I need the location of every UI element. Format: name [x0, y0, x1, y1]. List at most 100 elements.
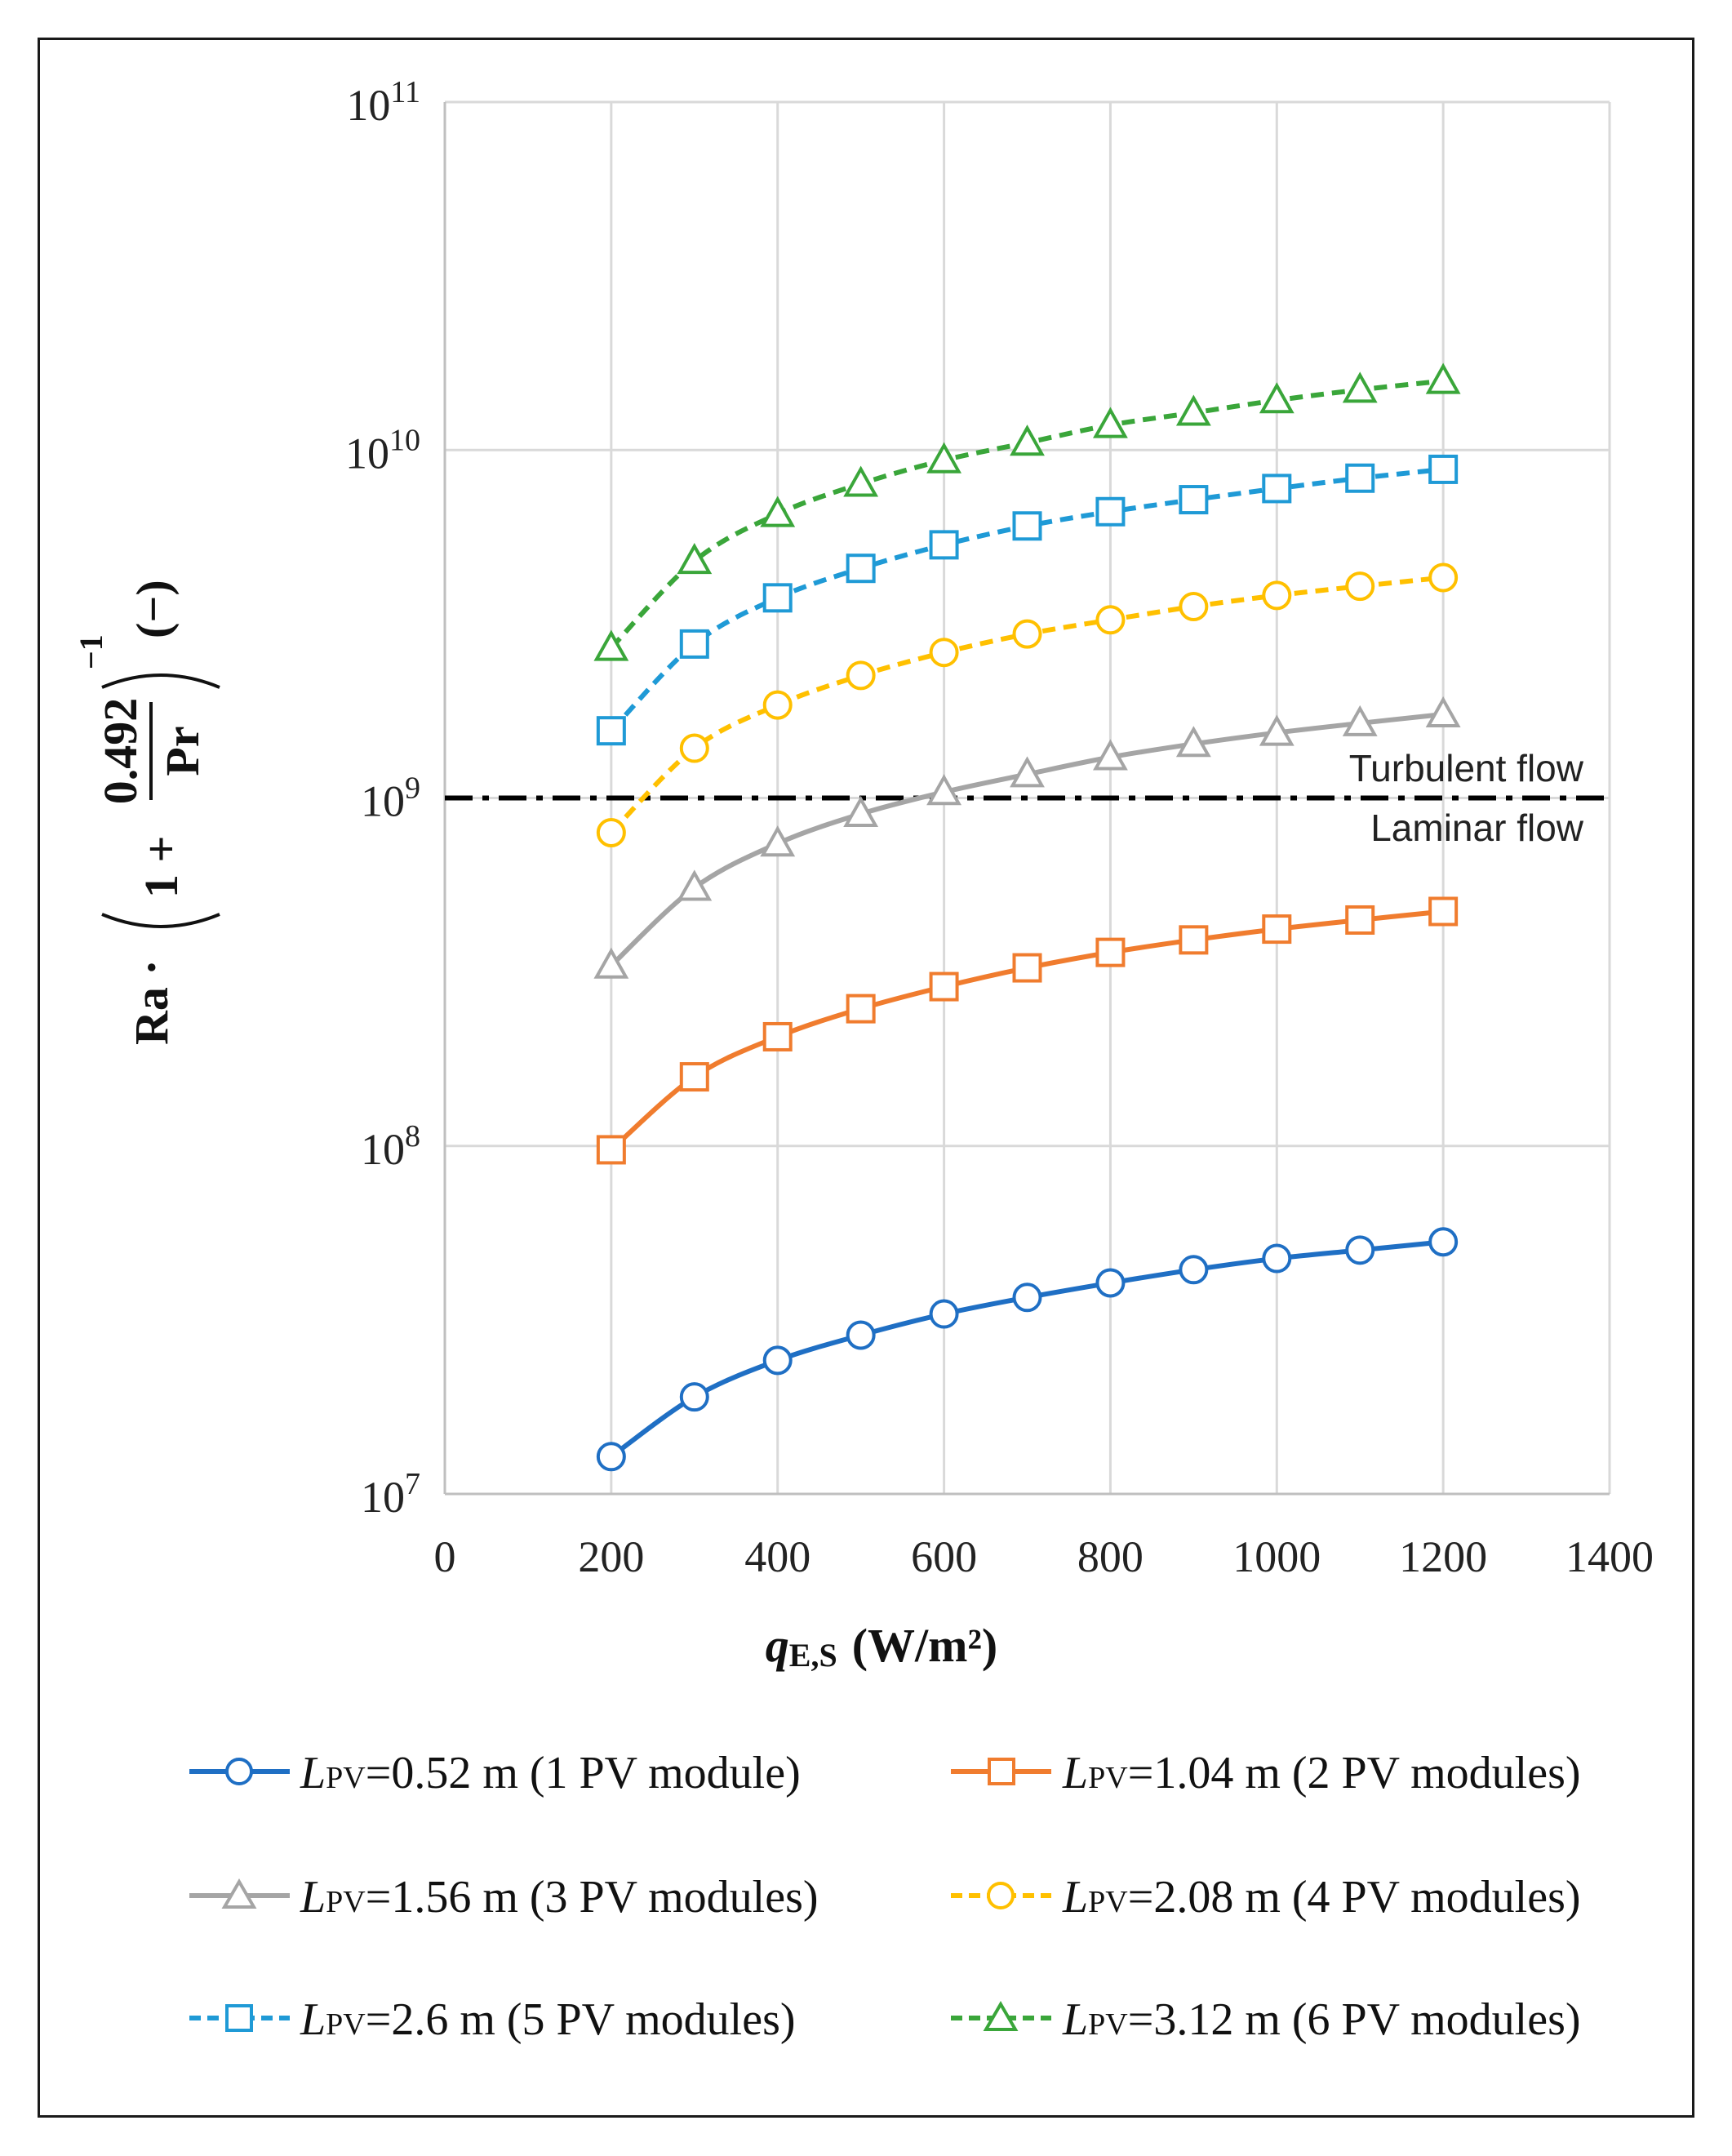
- data-point: [1425, 362, 1461, 394]
- data-point: [1345, 571, 1375, 602]
- data-point: [1428, 896, 1459, 927]
- data-point: [846, 660, 876, 691]
- legend-label-5-l: L: [300, 1994, 326, 2045]
- data-point: [1345, 463, 1375, 493]
- series-line-1: [610, 1239, 1444, 1459]
- legend-label-3-l: L: [300, 1872, 326, 1923]
- data-point: [596, 1135, 626, 1165]
- data-point: [596, 1442, 626, 1472]
- legend-label-2-rest: =1.04 m (2 PV modules): [1128, 1748, 1581, 1798]
- data-point: [596, 716, 626, 746]
- y-axis-title-left-paren: [101, 913, 220, 928]
- data-point: [1262, 473, 1292, 504]
- legend-label-1: LPV=0.52 m (1 PV module): [300, 1748, 801, 1798]
- legend-label-4-rest: =2.08 m (4 PV modules): [1128, 1872, 1581, 1923]
- data-point: [679, 1062, 709, 1092]
- y-tick-label: 1010: [345, 423, 420, 478]
- data-point: [1262, 914, 1292, 945]
- figure-frame: [38, 38, 1694, 2118]
- y-tick-base: 10: [361, 777, 405, 826]
- data-point: [593, 947, 629, 979]
- data-point: [1342, 371, 1378, 403]
- y-tick-base: 10: [345, 429, 389, 478]
- legend-marker-4: [987, 1882, 1015, 1909]
- series-group: [593, 362, 1461, 1472]
- y-tick-exponent: 8: [405, 1119, 420, 1154]
- tick-labels: 0 200 400 600 800 1000 1200 1400107108109101010…: [345, 75, 1654, 1581]
- legend-label-3-sub: PV: [326, 1885, 366, 1919]
- y-axis-title-right-paren: [101, 673, 220, 689]
- y-axis-title-unit: (−): [127, 580, 180, 638]
- data-point: [929, 1299, 959, 1329]
- data-point: [593, 629, 629, 661]
- data-point: [1259, 382, 1295, 414]
- data-point: [926, 774, 961, 806]
- data-point: [1179, 485, 1209, 515]
- legend-label-1-rest: =0.52 m (1 PV module): [366, 1748, 801, 1798]
- legend-item-4: LPV=2.08 m (4 PV modules): [951, 1872, 1581, 1923]
- legend-label-5-rest: =2.6 m (5 PV modules): [366, 1994, 796, 2045]
- y-axis-title-one-plus: 1 +: [135, 835, 188, 898]
- data-point: [846, 994, 876, 1024]
- x-tick-label: 400: [744, 1532, 810, 1581]
- data-point: [1012, 619, 1042, 649]
- data-point: [1012, 953, 1042, 983]
- legend-label-6-rest: =3.12 m (6 PV modules): [1128, 1994, 1581, 2045]
- y-tick-label: 1011: [346, 75, 420, 130]
- series-1: [596, 1227, 1459, 1472]
- data-point: [843, 465, 879, 497]
- legend-item-3: LPV=1.56 m (3 PV modules): [189, 1872, 819, 1923]
- series-5: [596, 454, 1459, 746]
- data-point: [1428, 1227, 1459, 1257]
- legend-marker-5: [225, 2004, 253, 2032]
- x-tick-label: 1400: [1565, 1532, 1654, 1581]
- turbulent-flow-label: Turbulent flow: [1349, 747, 1584, 789]
- data-point: [1010, 756, 1045, 788]
- x-tick-label: 1200: [1399, 1532, 1487, 1581]
- data-point: [762, 1345, 793, 1376]
- data-point: [1342, 705, 1378, 736]
- data-point: [1095, 937, 1126, 967]
- data-point: [1012, 511, 1042, 541]
- x-tick-label: 800: [1077, 1532, 1144, 1581]
- legend-label-5-sub: PV: [326, 2007, 366, 2042]
- data-point: [1175, 726, 1211, 758]
- legend-label-1-l: L: [300, 1748, 326, 1798]
- series-3: [593, 696, 1461, 979]
- y-axis-title-numerator: 0.492: [94, 698, 147, 805]
- data-point: [1262, 580, 1292, 611]
- data-point: [1095, 605, 1126, 635]
- data-point: [846, 1320, 876, 1350]
- data-point: [929, 530, 959, 560]
- legend-label-4: LPV=2.08 m (4 PV modules): [1062, 1872, 1581, 1923]
- data-point: [679, 733, 709, 763]
- data-point: [1179, 591, 1209, 621]
- x-axis-title-sub: E,S: [789, 1637, 837, 1674]
- data-point: [1010, 425, 1045, 456]
- legend-label-4-sub: PV: [1088, 1885, 1128, 1919]
- y-tick-label: 107: [361, 1467, 420, 1522]
- legend-item-5: LPV=2.6 m (5 PV modules): [189, 1994, 796, 2045]
- data-point: [677, 543, 713, 575]
- data-point: [762, 690, 793, 720]
- data-point: [760, 825, 796, 857]
- data-point: [1095, 496, 1126, 527]
- data-point: [677, 869, 713, 901]
- data-point: [843, 795, 879, 827]
- data-point: [679, 629, 709, 659]
- y-axis-title-prefix: Ra ·: [125, 959, 178, 1045]
- legend-label-2-l: L: [1062, 1748, 1088, 1798]
- legend-marker-3: [221, 1878, 257, 1909]
- series-line-2: [609, 909, 1444, 1152]
- data-point: [1428, 454, 1459, 484]
- data-point: [1175, 394, 1211, 426]
- data-point: [1093, 407, 1128, 438]
- legend-item-1: LPV=0.52 m (1 PV module): [189, 1748, 801, 1798]
- legend-label-2-sub: PV: [1088, 1761, 1128, 1795]
- data-point: [1179, 1255, 1209, 1285]
- data-point: [1345, 905, 1375, 935]
- data-point: [1012, 1282, 1042, 1313]
- series-4: [596, 562, 1459, 847]
- y-tick-base: 10: [361, 1473, 405, 1522]
- data-point: [762, 583, 793, 613]
